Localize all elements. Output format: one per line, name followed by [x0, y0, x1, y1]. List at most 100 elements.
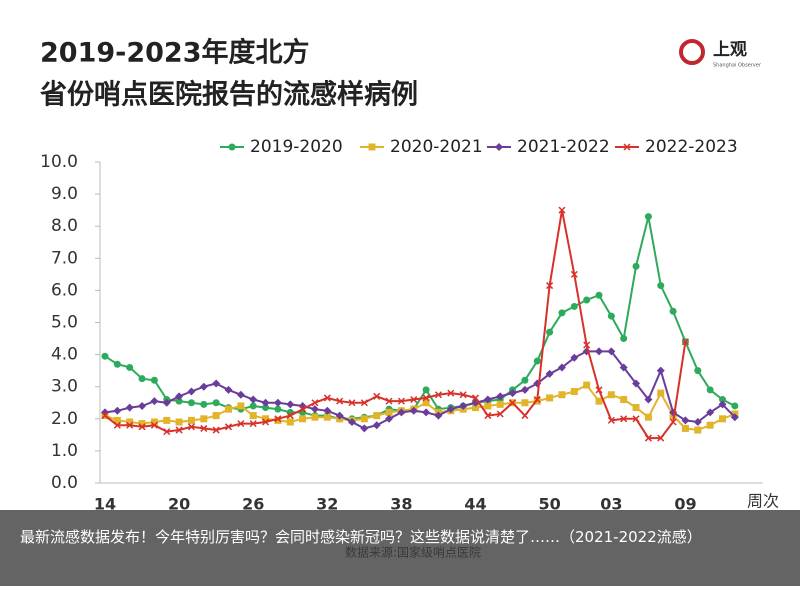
- data-point: [175, 397, 183, 405]
- data-point: [138, 375, 146, 383]
- logo: 上观 Shanghai Observer: [679, 39, 762, 69]
- data-point: [200, 415, 208, 423]
- data-point: [360, 399, 368, 407]
- data-point: [607, 347, 616, 356]
- data-point: [595, 386, 603, 394]
- x-tick-label: 09: [674, 495, 696, 514]
- data-point: [150, 421, 158, 429]
- data-point: [163, 428, 171, 436]
- data-point: [483, 395, 492, 404]
- series-line: [104, 350, 736, 430]
- data-point: [718, 400, 727, 409]
- data-point: [261, 398, 270, 407]
- chart-title: 2019-2023年度北方: [40, 37, 310, 69]
- data-point: [446, 405, 455, 414]
- data-point: [274, 416, 282, 424]
- data-point: [360, 415, 368, 423]
- data-point: [434, 391, 442, 399]
- data-point: [126, 421, 134, 429]
- legend-label: 2020-2021: [390, 137, 483, 157]
- data-point: [311, 413, 319, 421]
- data-point: [150, 418, 158, 426]
- data-point: [385, 397, 393, 405]
- data-point: [187, 416, 195, 424]
- data-point: [719, 396, 726, 404]
- legend-marker: [623, 143, 631, 151]
- data-point: [694, 367, 702, 375]
- legend-marker: [228, 143, 236, 151]
- data-point: [262, 418, 270, 426]
- data-point: [619, 363, 628, 372]
- data-point: [422, 408, 431, 417]
- data-point: [570, 353, 579, 362]
- data-point: [496, 400, 504, 408]
- y-tick-label: 7.0: [51, 248, 78, 268]
- data-point: [336, 397, 344, 405]
- data-point: [175, 418, 183, 426]
- data-point: [262, 404, 270, 412]
- data-point: [508, 389, 517, 398]
- data-point: [583, 381, 591, 389]
- data-point: [422, 394, 430, 402]
- x-tick-label: 50: [538, 495, 560, 514]
- data-point: [657, 389, 665, 397]
- data-point: [496, 392, 505, 401]
- data-point: [521, 399, 529, 407]
- data-point: [348, 418, 356, 427]
- data-point: [644, 213, 652, 221]
- data-point: [200, 424, 208, 432]
- x-axis-label: 周次: [747, 492, 779, 511]
- data-point: [274, 415, 282, 423]
- data-point: [632, 379, 641, 388]
- data-point: [397, 397, 405, 405]
- data-point: [397, 408, 406, 417]
- data-point: [681, 338, 689, 346]
- data-point: [249, 402, 257, 410]
- data-point: [126, 418, 134, 426]
- data-point: [249, 412, 257, 420]
- data-point: [422, 386, 430, 394]
- data-point: [521, 376, 529, 384]
- data-point: [558, 206, 566, 214]
- data-point: [583, 341, 591, 349]
- data-point: [557, 363, 566, 372]
- data-point: [237, 420, 245, 428]
- legend-label: 2021-2022: [517, 137, 610, 157]
- data-point: [249, 420, 257, 428]
- data-point: [558, 309, 566, 317]
- x-tick-label: 38: [390, 495, 412, 514]
- data-point: [409, 406, 418, 415]
- data-point: [225, 405, 232, 413]
- data-point: [187, 423, 195, 431]
- data-point: [299, 405, 307, 413]
- data-point: [545, 369, 554, 378]
- legend-marker: [368, 143, 376, 151]
- data-point: [373, 392, 381, 400]
- legend-label: 2019-2020: [250, 137, 343, 157]
- data-point: [521, 412, 529, 420]
- data-point: [286, 418, 294, 426]
- data-point: [681, 424, 689, 432]
- data-point: [138, 420, 146, 428]
- y-tick-label: 0.0: [51, 473, 78, 493]
- data-point: [719, 415, 726, 423]
- data-point: [175, 426, 183, 434]
- data-point: [706, 421, 714, 429]
- series-line: [104, 383, 736, 432]
- data-point: [632, 415, 640, 423]
- data-point: [310, 405, 319, 414]
- data-point: [323, 406, 332, 415]
- y-tick-label: 8.0: [51, 216, 78, 236]
- data-point: [113, 406, 122, 415]
- x-tick-label: 03: [600, 495, 622, 514]
- data-point: [644, 434, 652, 442]
- data-point: [484, 402, 492, 410]
- y-tick-label: 9.0: [51, 184, 78, 204]
- data-point: [546, 394, 554, 402]
- data-point: [385, 408, 393, 416]
- data-point: [113, 360, 121, 368]
- data-point: [360, 424, 369, 433]
- data-point: [632, 404, 640, 412]
- x-tick-label: 26: [242, 495, 264, 514]
